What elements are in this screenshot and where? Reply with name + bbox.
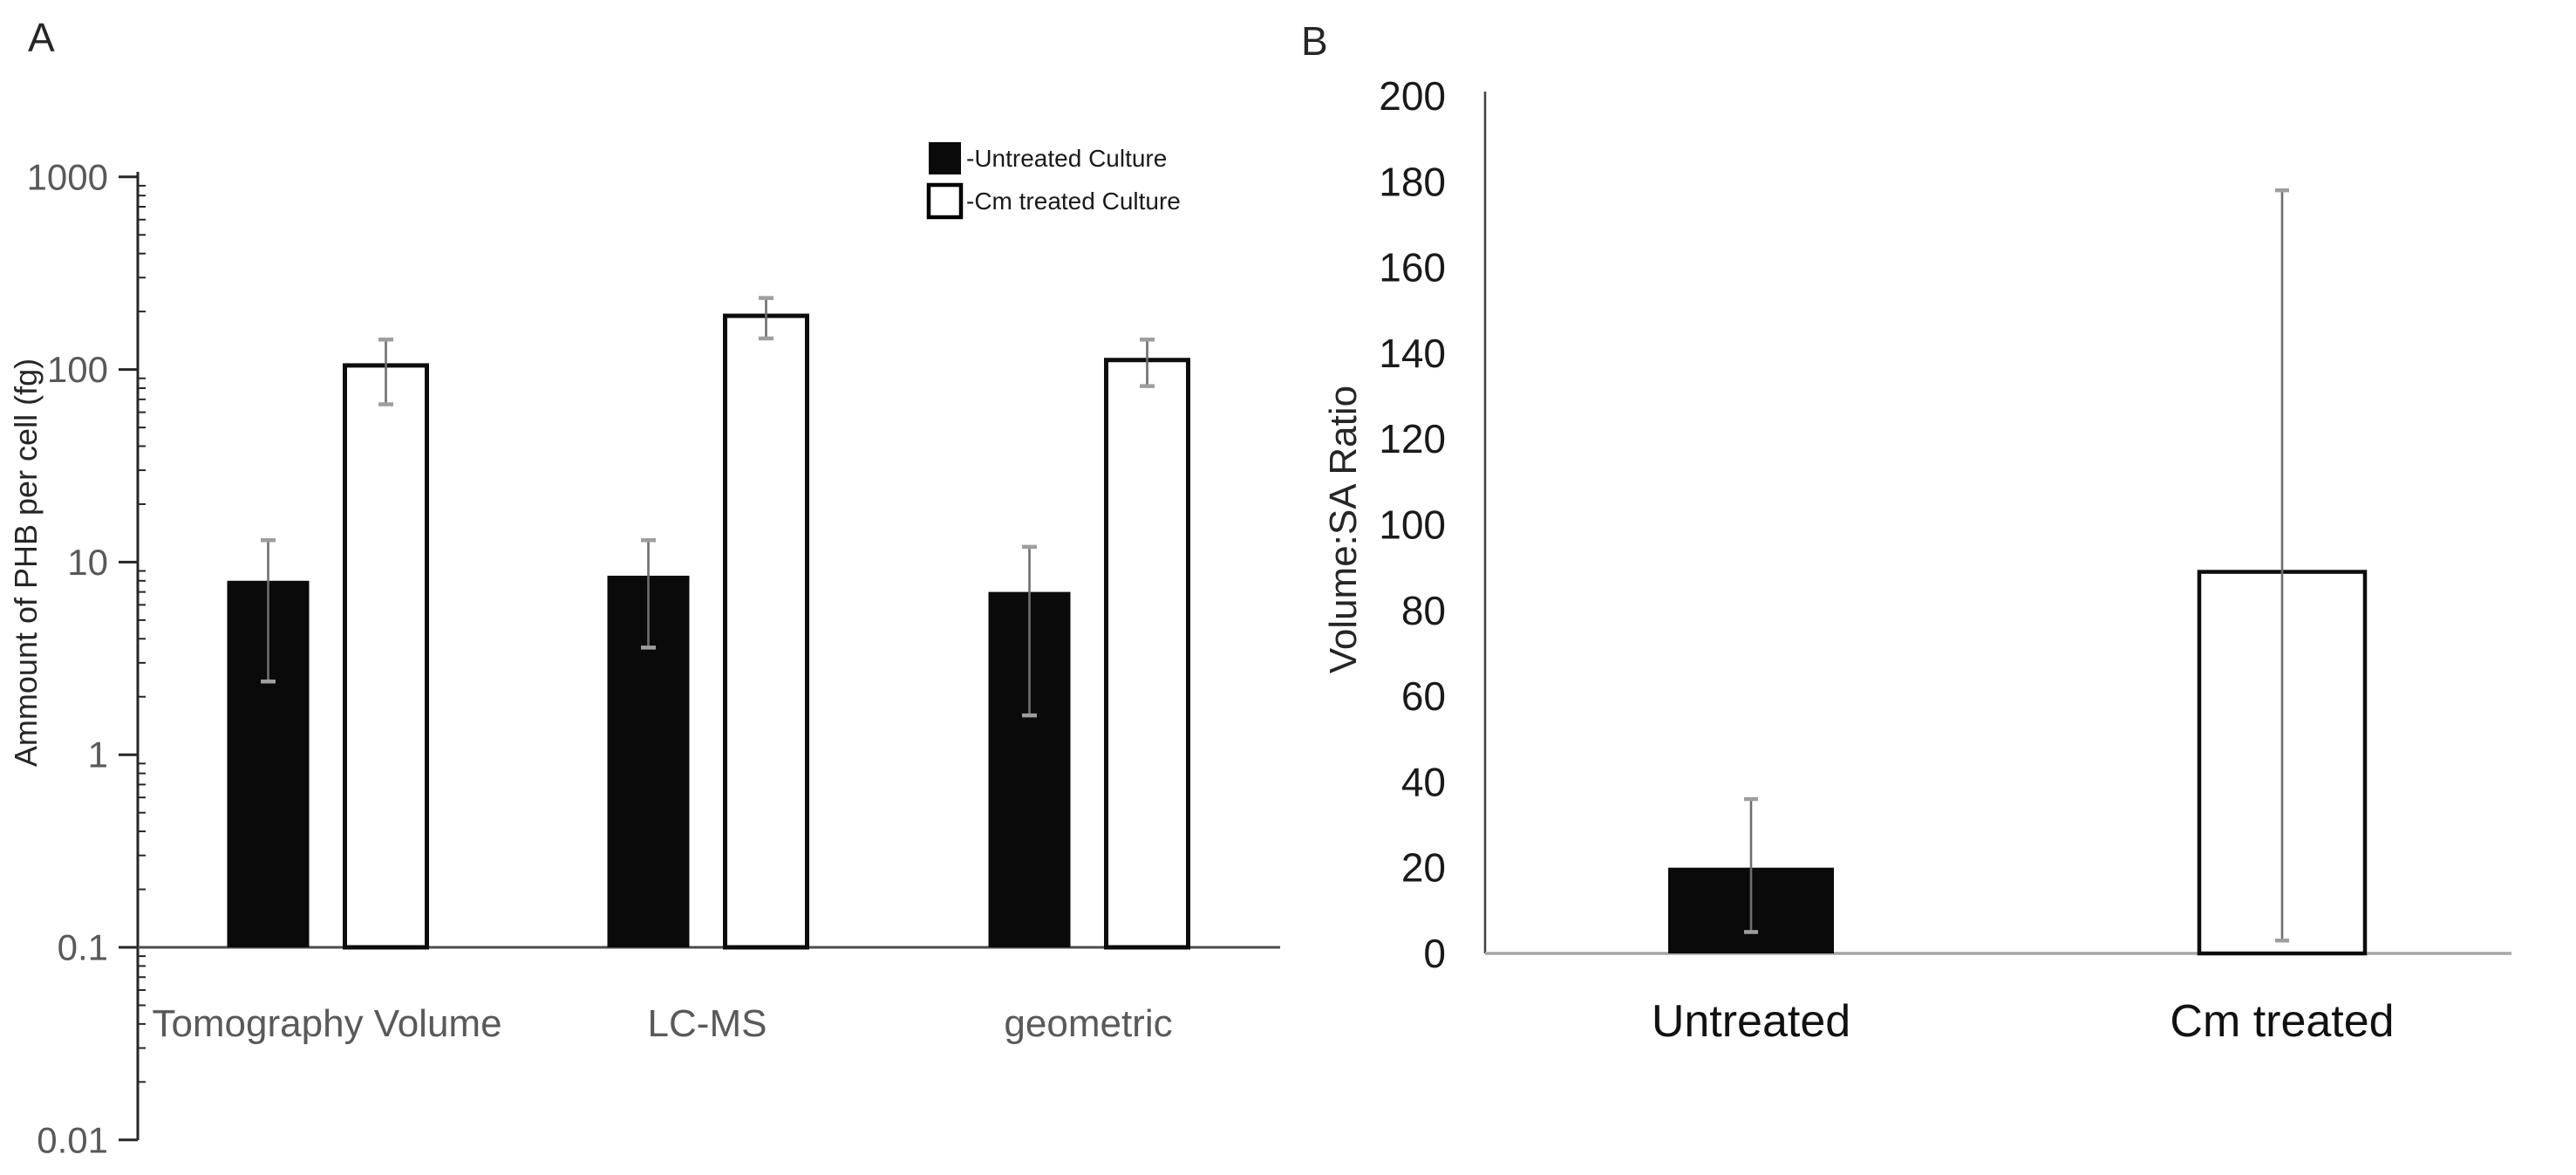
y-tick-label: 60 xyxy=(1401,673,1446,719)
panel-b-label: B xyxy=(1301,18,1328,64)
legend-label-cm-treated-culture: -Cm treated Culture xyxy=(966,188,1181,215)
y-tick-label: 0.1 xyxy=(58,927,108,968)
legend-swatch-untreated-culture xyxy=(929,142,961,174)
panel-a-label: A xyxy=(28,15,55,60)
y-tick-label: 1000 xyxy=(27,156,108,197)
y-tick-label: 80 xyxy=(1401,588,1446,633)
y-tick-label: 160 xyxy=(1379,245,1446,290)
category-label-cm-treated: Cm treated xyxy=(2170,996,2394,1047)
bar-cm-treated-culture-lc-ms xyxy=(723,313,809,950)
bar-cm-treated-culture-geometric xyxy=(1104,358,1190,950)
y-tick-label: 180 xyxy=(1379,159,1446,204)
category-label-untreated: Untreated xyxy=(1652,996,1850,1047)
legend-label-untreated-culture: -Untreated Culture xyxy=(966,145,1167,172)
y-tick-label: 0.01 xyxy=(37,1119,108,1160)
category-label-geometric: geometric xyxy=(1004,1002,1172,1045)
category-label-tomography-volume: Tomography Volume xyxy=(152,1002,501,1045)
y-tick-label: 100 xyxy=(47,349,108,390)
y-tick-label: 10 xyxy=(67,542,108,583)
y-tick-label: 140 xyxy=(1379,331,1446,376)
chart-panel-a: 1000 100 10 1 0.1 0.01 Tomography Volume LC-MS g… xyxy=(8,142,1280,1160)
bar-cm-treated-culture-tomography-volume xyxy=(343,363,429,950)
category-label-lc-ms: LC-MS xyxy=(648,1002,767,1045)
y-tick-label: 20 xyxy=(1401,845,1446,891)
y-axis-title: Ammount of PHB per cell (fg) xyxy=(8,359,44,767)
y-tick-label: 0 xyxy=(1423,931,1446,976)
legend-swatch-cm-treated-culture xyxy=(926,182,964,220)
y-tick-label: 200 xyxy=(1379,73,1446,119)
y-tick-label: 100 xyxy=(1379,502,1446,548)
y-tick-label: 40 xyxy=(1401,759,1446,804)
y-tick-label: 1 xyxy=(88,734,108,775)
y-axis-title: Volume:SA Ratio xyxy=(1322,386,1365,673)
y-tick-label: 120 xyxy=(1379,416,1446,461)
